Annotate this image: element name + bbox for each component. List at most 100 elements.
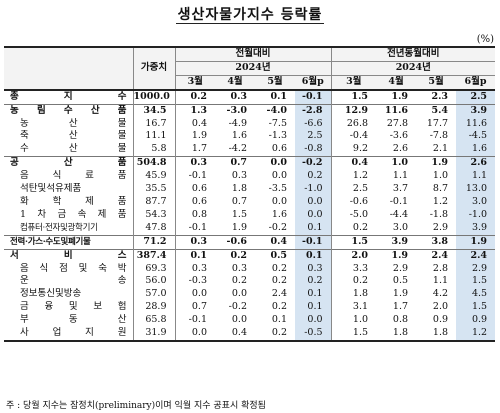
mom-value: 0.0 [255, 156, 295, 171]
mom-value: -0.1 [295, 89, 332, 105]
mom-value: -4.2 [228, 143, 247, 155]
row-weight: 87.7 [133, 195, 176, 209]
mom-value: 0.2 [190, 90, 207, 102]
mom-value: 1.9 [191, 130, 207, 142]
mom-value: 1.7 [191, 143, 207, 155]
mom-value: 0.1 [295, 288, 332, 302]
row-label: 수 산 물 [4, 143, 134, 157]
yoy-value: 1.9 [376, 248, 417, 263]
mom-value: 0.7 [231, 195, 247, 207]
mom-value: 0.6 [191, 195, 207, 207]
table-row: 공 산 품 504.8 0.3 0.7 0.0 -0.2 0.4 1.0 1.9 2.6 [4, 156, 496, 171]
yoy-value: 0.8 [392, 314, 409, 326]
row-label: 1 차 금 속 제 품 [4, 208, 134, 222]
mom-value: 2.4 [271, 288, 287, 300]
row-label: 부 동 산 [4, 314, 134, 328]
mom-value: 0.6 [191, 183, 207, 195]
mom-value: 0.2 [295, 275, 332, 289]
mom-value: 0.1 [295, 248, 332, 263]
row-weight: 34.5 [133, 103, 176, 118]
row-weight: 54.3 [133, 208, 176, 222]
mom-value: 0.0 [231, 314, 247, 326]
yoy-value: 1.0 [352, 314, 369, 326]
mom-value: -0.6 [215, 234, 255, 250]
yoy-value: 3.0 [392, 221, 409, 233]
yoy-value: 1.5 [456, 275, 496, 289]
table-row: 사 업 지 원 31.9 0.0 0.4 0.2 -0.5 1.5 1.8 1.8 1.2 [4, 327, 496, 341]
table-row: 1 차 금 속 제 품 54.3 0.8 1.5 1.6 0.0 -5.0 -4.4 -1.8-… [4, 208, 496, 222]
row-label: 음 식 점 및 숙 박 [4, 262, 134, 276]
row-label: 서 비 스 [4, 248, 134, 263]
yoy-value: 0.4 [331, 156, 377, 171]
yoy-value: 1.0 [432, 170, 449, 182]
table-row: 농 림 수 산 품 34.5 1.3 -3.0 -4.0 -2.8 12.9 11.6 5.4 3… [4, 103, 496, 118]
row-weight: 45.9 [133, 170, 176, 184]
row-label: 정보통신및방송 [4, 288, 134, 302]
yoy-value: 11.6 [376, 103, 417, 118]
yoy-value: 3.7 [392, 183, 409, 195]
mom-value: -3.0 [215, 103, 255, 118]
yoy-value: 2.0 [432, 301, 449, 313]
yoy-value: 1.9 [392, 288, 409, 300]
row-label: 화 학 제 품 [4, 195, 134, 209]
table-row: 운 송 56.0 -0.3 0.2 0.2 0.2 0.2 0.5 1.1 1.5 [4, 275, 496, 289]
mom-month-jun: 6월p [295, 74, 332, 90]
yoy-value: 2.4 [456, 248, 496, 263]
yoy-value: 0.2 [352, 275, 369, 287]
row-weight: 16.7 [133, 117, 176, 131]
mom-value: 0.0 [295, 208, 332, 222]
mom-value: 0.3 [295, 262, 332, 276]
yoy-value: 2.0 [331, 248, 377, 263]
page-title: 생산자물가지수 등락률 [175, 7, 325, 24]
mom-value: 0.1 [271, 314, 287, 326]
yoy-value: 3.9 [456, 221, 496, 236]
yoy-value: 1.1 [456, 170, 496, 184]
mom-value: 1.8 [231, 183, 247, 195]
yoy-month-jun: 6월p [456, 74, 496, 90]
yoy-value: -0.6 [349, 195, 369, 207]
row-weight: 11.1 [133, 130, 176, 144]
mom-value: 1.6 [271, 208, 287, 220]
mom-value: 0.2 [271, 301, 287, 313]
yoy-value: -5.0 [349, 208, 369, 220]
mom-value: 0.1 [295, 301, 332, 315]
row-label: 총 지 수 [4, 89, 134, 105]
table-row: 화 학 제 품 87.7 0.6 0.7 0.0 0.0 -0.6 -0.1 1.2 3.0 [4, 195, 496, 209]
yoy-value: 1.7 [392, 301, 409, 313]
mom-value: 0.7 [191, 301, 207, 313]
yoy-value: 3.8 [416, 234, 457, 250]
yoy-value: 2.8 [432, 262, 449, 274]
yoy-value: 3.9 [456, 103, 496, 118]
yoy-value: 3.1 [352, 301, 369, 313]
mom-value: 0.0 [295, 195, 332, 209]
table-row: 총 지 수 1000.0 0.2 0.3 0.1 -0.1 1.5 1.9 2.3 2.5 [4, 89, 496, 105]
yoy-month-apr: 4월 [376, 74, 417, 90]
mom-value: -0.1 [295, 234, 332, 250]
mom-value: 0.4 [255, 234, 295, 250]
mom-value: 0.0 [231, 288, 247, 300]
row-weight: 504.8 [133, 156, 176, 171]
table-row: 서 비 스 387.4 0.1 0.2 0.5 0.1 2.0 1.9 2.4 2.4 [4, 248, 496, 263]
mom-value: 0.0 [191, 288, 207, 300]
row-label: 농 산 물 [4, 117, 134, 131]
table-row: 음 식 점 및 숙 박 69.3 0.3 0.3 0.2 0.3 3.3 2.9 2.8 2.9 [4, 262, 496, 276]
row-weight: 1000.0 [133, 89, 176, 105]
mom-value: -1.0 [295, 183, 332, 196]
yoy-value: 1.5 [352, 327, 369, 339]
mom-year-header: 2024년 [175, 60, 332, 76]
table-row: 부 동 산 65.8 -0.1 0.0 0.1 0.0 1.0 0.8 0.9 0.9 [4, 314, 496, 328]
yoy-value: -0.4 [349, 130, 369, 142]
mom-value: -7.5 [268, 117, 287, 129]
mom-value: 0.0 [191, 327, 207, 339]
yoy-value: 1.8 [352, 288, 369, 300]
yoy-value: 1.2 [352, 170, 369, 182]
yoy-value: -1.8 [429, 208, 449, 220]
yoy-value: 1.2 [456, 327, 496, 341]
yoy-value: 0.5 [392, 275, 409, 287]
yoy-value: 1.8 [392, 327, 409, 339]
row-weight: 57.0 [133, 288, 176, 302]
yoy-value: 1.5 [351, 90, 369, 102]
yoy-month-may: 5월 [416, 74, 457, 90]
yoy-value: 8.7 [432, 183, 449, 195]
mom-value: -0.1 [188, 314, 207, 326]
